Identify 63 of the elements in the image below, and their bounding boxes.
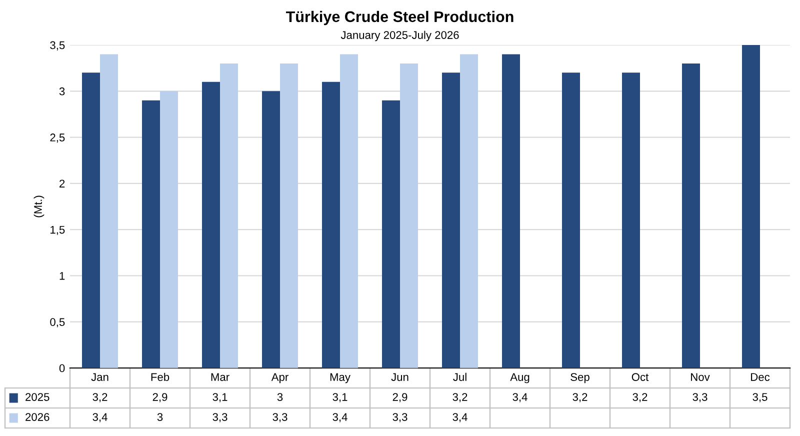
y-tick-label: 2,5	[50, 134, 65, 143]
data-label: 3,2	[452, 393, 468, 402]
bar	[322, 82, 340, 368]
bar	[100, 54, 118, 368]
bar	[682, 63, 700, 368]
y-tick-label: 3,5	[50, 41, 65, 50]
bar	[280, 63, 298, 368]
legend-label: 2026	[26, 413, 50, 421]
data-label: 3,3	[392, 413, 408, 422]
chart-subtitle: January 2025-July 2026	[340, 30, 459, 42]
bar	[502, 54, 520, 368]
bar	[562, 72, 580, 368]
x-tick-label: Jan	[91, 373, 108, 381]
bar	[82, 72, 100, 368]
x-tick-label: Sep	[570, 373, 590, 384]
data-label: 3,2	[92, 393, 108, 402]
data-label: 3,4	[452, 413, 468, 422]
bar	[742, 45, 760, 368]
x-tick-label: Jul	[453, 372, 466, 381]
x-tick-label: May	[330, 373, 350, 384]
x-tick-label: Feb	[151, 372, 170, 381]
data-label: 3,2	[632, 393, 648, 402]
data-label: 3,1	[332, 393, 348, 402]
data-label: 3,5	[752, 393, 768, 402]
bar	[262, 91, 280, 368]
data-label: 3,3	[692, 393, 708, 402]
x-tick-label: Aug	[510, 373, 530, 384]
bar	[160, 91, 178, 368]
chart-title: Türkiye Crude Steel Production	[286, 10, 514, 26]
data-label: 3	[157, 413, 163, 421]
data-label: 3	[277, 393, 283, 401]
y-tick-label: 0	[59, 364, 65, 372]
bar	[442, 72, 460, 368]
y-tick-label: 0,5	[50, 318, 65, 328]
bar	[142, 100, 160, 368]
data-label: 3,3	[272, 413, 288, 422]
data-label: 3,2	[572, 393, 588, 402]
y-axis-title: (Mt.)	[34, 196, 44, 218]
data-label: 3,4	[92, 413, 108, 422]
bar	[382, 100, 400, 368]
bar	[202, 82, 220, 368]
bar	[460, 54, 478, 368]
data-label: 3,4	[512, 393, 528, 402]
y-tick-label: 1,5	[50, 226, 65, 236]
x-tick-label: Dec	[751, 373, 770, 381]
bar	[340, 54, 358, 368]
data-label: 3,3	[212, 413, 228, 422]
x-tick-label: Apr	[271, 373, 288, 384]
legend-label: 2025	[26, 393, 50, 401]
y-tick-label: 3	[59, 87, 65, 96]
y-tick-label: 1	[60, 272, 65, 280]
data-label: 2,9	[152, 393, 168, 402]
x-tick-label: Oct	[632, 373, 649, 381]
data-label: 3,4	[332, 413, 348, 422]
bar	[400, 63, 418, 368]
x-tick-label: Nov	[691, 373, 710, 381]
y-tick-label: 2	[60, 180, 65, 188]
bar	[622, 72, 640, 368]
bar	[220, 63, 238, 368]
data-label: 2,9	[392, 393, 408, 402]
x-tick-label: Mar	[211, 373, 230, 381]
x-tick-label: Jun	[391, 373, 408, 381]
data-label: 3,1	[212, 393, 228, 402]
